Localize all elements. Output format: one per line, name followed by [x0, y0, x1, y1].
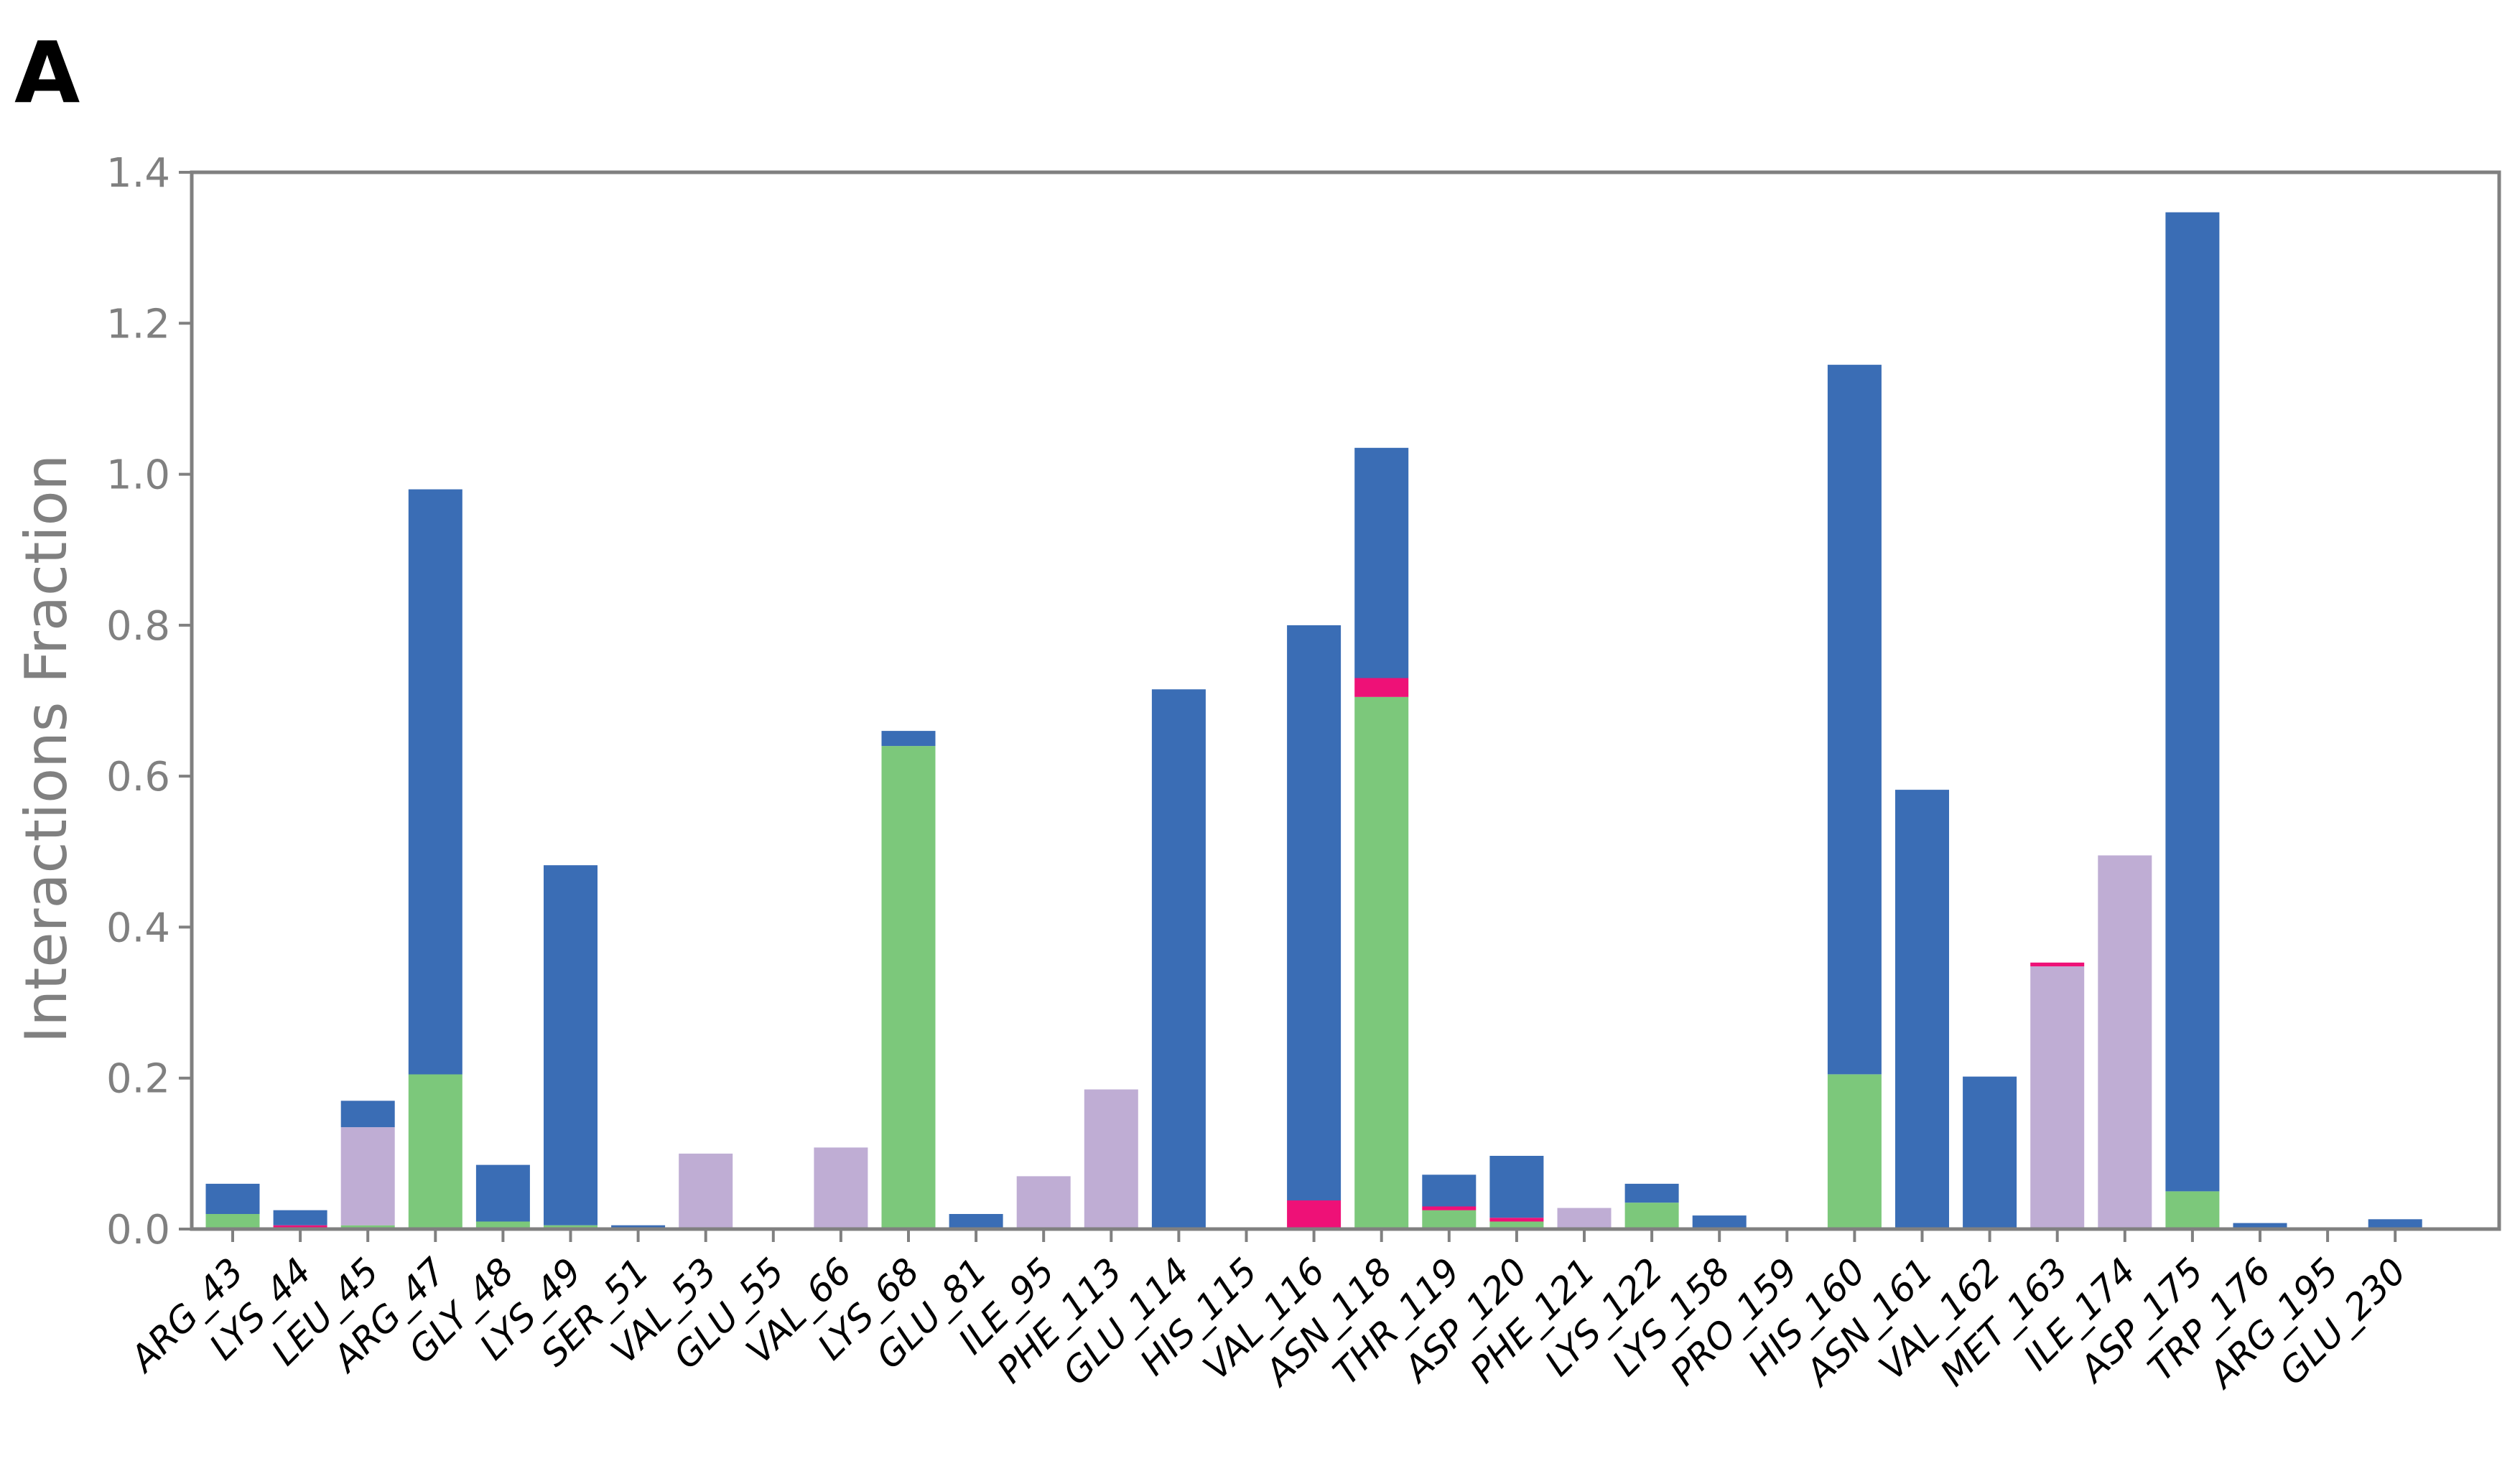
x-axis-ticks: ARG_43LYS_44LEU_45ARG_47GLY_48LYS_49SER_…	[121, 1229, 2414, 1397]
bar-water-bridges-glu-81	[949, 1214, 1003, 1229]
bar-hydrophobic-leu-45	[340, 1127, 395, 1225]
y-tick-label: 1.4	[106, 150, 170, 197]
bar-h-bonds-thr-119	[1422, 1210, 1477, 1229]
bar-water-bridges-thr-119	[1422, 1175, 1477, 1207]
bar-water-bridges-lys-122	[1624, 1183, 1679, 1203]
bar-h-bonds-asp-120	[1489, 1221, 1544, 1229]
bar-water-bridges-asn-161	[1895, 790, 1949, 1229]
y-tick-label: 0.4	[106, 905, 170, 951]
bar-h-bonds-lys-68	[881, 746, 936, 1229]
bar-water-bridges-trp-176	[2233, 1223, 2287, 1229]
bar-h-bonds-arg-43	[205, 1214, 260, 1229]
bar-h-bonds-his-160	[1827, 1074, 1882, 1229]
y-tick-label: 1.0	[106, 452, 170, 499]
y-tick-label: 0.2	[106, 1056, 170, 1103]
bar-h-bonds-asn-118	[1354, 696, 1409, 1229]
y-axis-title: Interactions Fraction	[13, 454, 80, 1043]
y-tick-label: 0.0	[106, 1207, 170, 1253]
bar-water-bridges-lys-158	[1692, 1215, 1747, 1229]
bar-h-bonds-asp-175	[2165, 1191, 2220, 1229]
bar-hydrophobic-phe-113	[1084, 1089, 1138, 1229]
bar-hydrophobic-ile-95	[1016, 1176, 1071, 1229]
y-axis-ticks: 0.0 0.2 0.4 0.6 0.8 1.0 1.2 1.4	[106, 150, 192, 1253]
bar-water-bridges-glu-230	[2368, 1219, 2422, 1229]
bar-ionic-asp-120	[1489, 1218, 1544, 1222]
bar-water-bridges-lys-49	[544, 865, 598, 1225]
bar-water-bridges-lys-44	[273, 1210, 327, 1225]
bar-hydrophobic-phe-121	[1557, 1208, 1612, 1229]
bar-water-bridges-leu-45	[340, 1101, 395, 1128]
bars-layer	[205, 212, 2422, 1229]
bar-h-bonds-leu-45	[340, 1225, 395, 1229]
bar-h-bonds-lys-122	[1624, 1203, 1679, 1229]
bar-water-bridges-lys-68	[881, 731, 936, 747]
plot-frame	[190, 170, 2501, 1231]
bar-ionic-asn-118	[1354, 678, 1409, 697]
bar-water-bridges-asn-118	[1354, 447, 1409, 678]
bar-hydrophobic-met-163	[2030, 966, 2085, 1229]
bar-ionic-thr-119	[1422, 1206, 1477, 1210]
bar-water-bridges-his-160	[1827, 365, 1882, 1075]
bar-water-bridges-asp-175	[2165, 212, 2220, 1192]
bar-water-bridges-glu-114	[1151, 689, 1206, 1229]
bar-hydrophobic-ile-174	[2098, 855, 2152, 1229]
y-tick-label: 1.2	[106, 301, 170, 347]
bar-water-bridges-gly-48	[475, 1164, 530, 1222]
bar-h-bonds-lys-49	[544, 1225, 598, 1229]
bar-water-bridges-arg-43	[205, 1183, 260, 1214]
bar-h-bonds-gly-48	[475, 1221, 530, 1229]
bar-hydrophobic-val-66	[814, 1147, 868, 1229]
bar-ionic-val-116	[1287, 1200, 1342, 1229]
bar-water-bridges-ser-51	[611, 1225, 666, 1229]
bar-water-bridges-val-162	[1963, 1076, 2017, 1229]
y-tick-label: 0.8	[106, 603, 170, 650]
y-tick-label: 0.6	[106, 754, 170, 800]
bar-ionic-lys-44	[273, 1225, 327, 1229]
bar-water-bridges-arg-47	[408, 489, 462, 1075]
bar-h-bonds-arg-47	[408, 1074, 462, 1229]
bar-water-bridges-asp-120	[1489, 1156, 1544, 1218]
bar-hydrophobic-val-53	[679, 1153, 733, 1229]
bar-ionic-met-163	[2030, 962, 2085, 967]
bar-water-bridges-val-116	[1287, 625, 1342, 1201]
panel-label: A	[14, 23, 80, 122]
